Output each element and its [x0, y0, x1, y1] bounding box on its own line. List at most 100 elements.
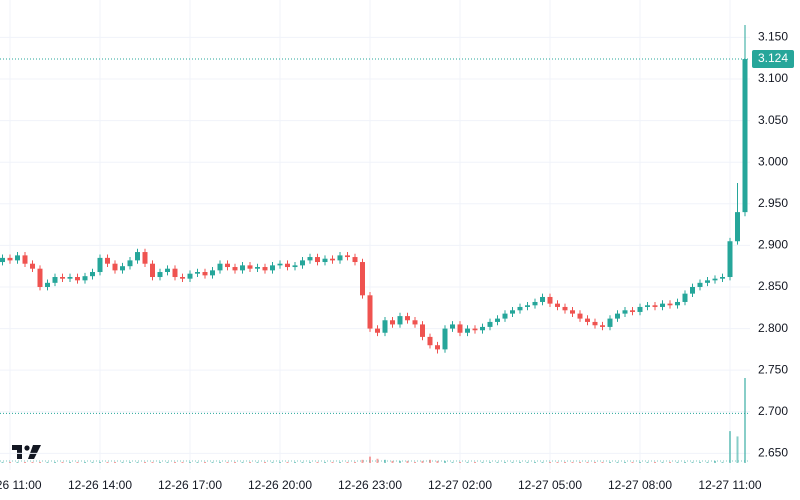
volume-bar: [436, 460, 439, 463]
candle-body: [60, 277, 65, 279]
candle-body: [637, 306, 643, 312]
grid: [0, 0, 750, 470]
volume-bar: [39, 461, 41, 463]
candle-body: [570, 310, 575, 314]
x-tick-label: 12-26 20:00: [248, 478, 312, 492]
candle-body: [0, 257, 5, 263]
candle-body: [142, 252, 148, 264]
volume-bar: [129, 461, 131, 463]
candle-body: [622, 310, 628, 314]
volume-bar: [459, 461, 461, 463]
volume-bar: [571, 461, 574, 463]
candle-body: [240, 265, 245, 271]
volume-bar: [301, 461, 304, 463]
candle-body: [345, 255, 350, 258]
candle-body: [255, 267, 260, 269]
candle-body: [562, 306, 568, 311]
volume-bar: [16, 461, 19, 463]
volume-bar: [24, 461, 26, 463]
y-tick-label: 3.000: [758, 154, 788, 168]
volume-bar: [556, 461, 559, 463]
candle-body: [37, 268, 43, 287]
candle-body: [82, 276, 88, 281]
volume-bar: [669, 461, 671, 463]
candle-body: [442, 328, 448, 350]
volume-bar: [421, 460, 424, 463]
candle-body: [615, 313, 620, 319]
candle-body: [292, 265, 298, 268]
volume-bar: [279, 461, 281, 463]
candle-body: [195, 272, 200, 274]
x-tick-label: 12-26 14:00: [68, 478, 132, 492]
candle-body: [15, 255, 20, 261]
candle-body: [517, 306, 523, 311]
candle-body: [367, 295, 373, 329]
volume-bar: [661, 461, 664, 463]
volume-bar: [699, 461, 701, 463]
candle-body: [337, 255, 343, 261]
candle-body: [105, 257, 110, 264]
volume-bar: [286, 461, 289, 463]
last-price-label: 3.124: [758, 51, 788, 65]
candle-body: [682, 293, 688, 302]
candle-body: [330, 258, 335, 261]
x-tick-label: 12-27 11:00: [698, 478, 761, 492]
volume-bar: [114, 461, 116, 463]
volume-bar: [54, 461, 56, 463]
volume-bar: [721, 461, 724, 463]
candle-body: [607, 318, 613, 327]
candle-body: [525, 305, 530, 307]
candle-body: [577, 313, 583, 319]
volume-bar: [91, 461, 94, 463]
volume-bar: [264, 461, 266, 463]
volume-bar: [691, 461, 694, 463]
candle-body: [435, 345, 440, 350]
volume-bar: [706, 461, 709, 463]
candle-body: [172, 268, 178, 278]
volume-bar: [219, 461, 221, 463]
volume-bar: [46, 461, 49, 463]
candle-body: [382, 320, 388, 333]
volume-bar: [511, 461, 514, 463]
candle-body: [727, 241, 733, 278]
candle-body: [322, 258, 328, 263]
candle-body: [480, 326, 485, 331]
candle-body: [247, 265, 253, 269]
candle-body: [502, 313, 508, 319]
volume-bar: [616, 461, 619, 463]
marks: [0, 24, 748, 463]
volume-bar: [174, 461, 176, 463]
candle-body: [540, 296, 545, 302]
volume-bar: [196, 461, 199, 463]
volume-bar: [369, 456, 371, 463]
volume-bar: [294, 461, 296, 463]
volume-bar: [414, 461, 416, 463]
candle-body: [457, 324, 463, 333]
candle-body: [697, 282, 703, 287]
volume-bar: [151, 461, 154, 463]
volume-bar: [631, 461, 634, 463]
volume-bar: [504, 461, 506, 463]
x-tick-label: 12-27 02:00: [428, 478, 492, 492]
candle-body: [157, 272, 163, 278]
candle-body: [690, 286, 695, 294]
last-price-box: [752, 50, 794, 69]
candle-body: [592, 321, 598, 326]
volume-bar: [376, 458, 379, 463]
candle-body: [375, 328, 380, 333]
candle-body: [472, 328, 478, 331]
candle-body: [630, 310, 635, 312]
volume-bar: [181, 461, 184, 463]
volume-bar: [106, 461, 109, 463]
volume-bar: [316, 461, 319, 463]
volume-bar: [744, 378, 746, 463]
volume-bar: [339, 461, 341, 463]
volume-bar: [489, 461, 491, 463]
candle-body: [300, 260, 305, 266]
volume-bar: [256, 461, 259, 463]
volume-bar: [76, 461, 79, 463]
candle-body: [75, 277, 80, 281]
volume-bar: [354, 461, 356, 463]
volume-bar: [646, 461, 649, 463]
